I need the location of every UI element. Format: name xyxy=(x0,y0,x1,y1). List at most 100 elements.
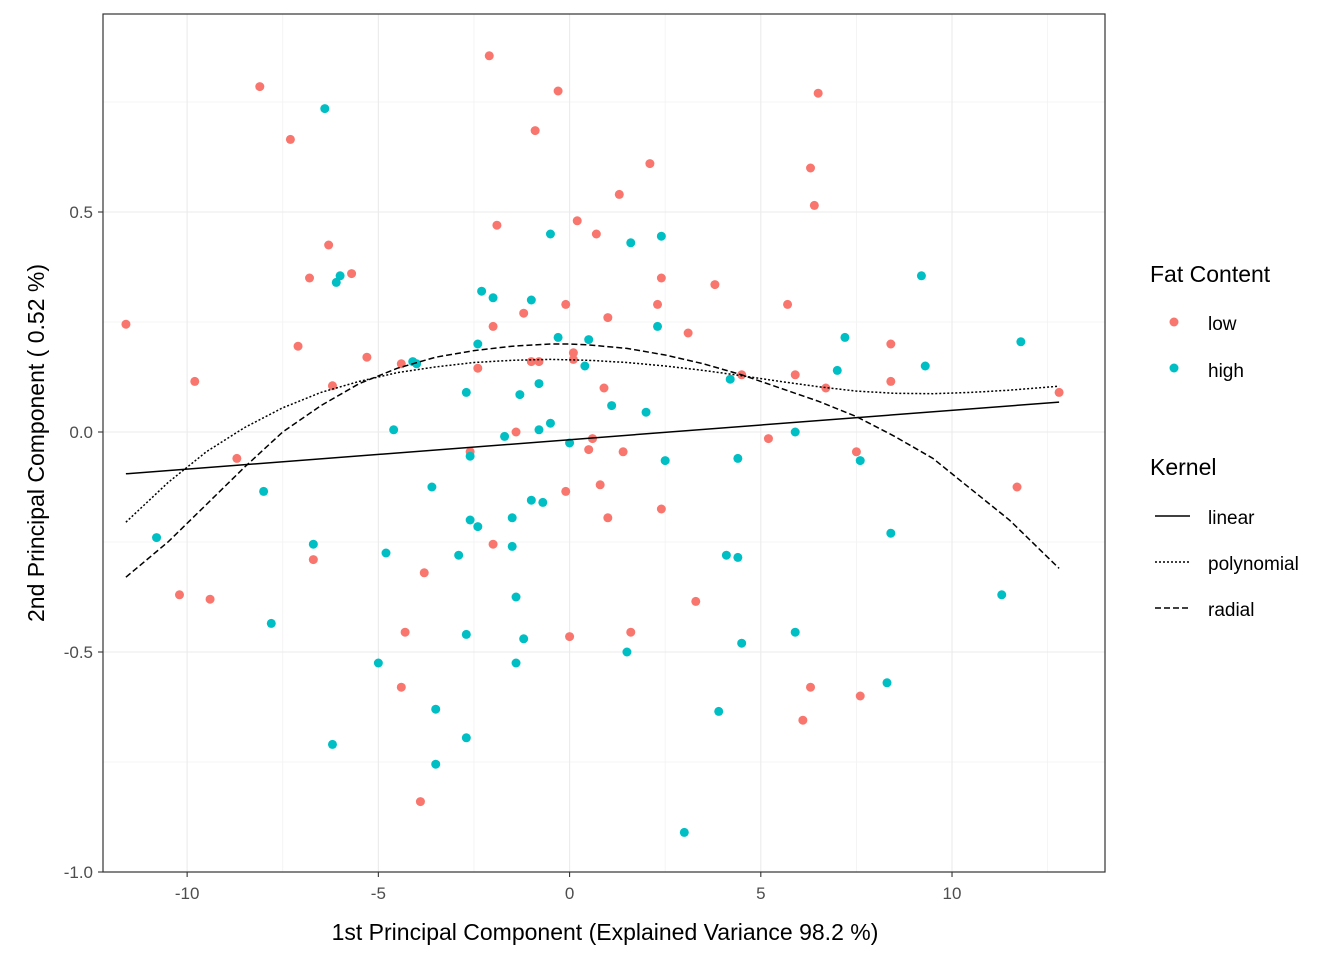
point-high xyxy=(660,456,670,466)
point-low xyxy=(821,383,831,393)
point-low xyxy=(591,229,601,239)
x-tick-label: -10 xyxy=(175,884,200,903)
point-high xyxy=(465,451,475,461)
point-low xyxy=(653,299,663,309)
point-high xyxy=(725,374,735,384)
point-high xyxy=(920,361,930,371)
point-low xyxy=(362,352,372,362)
point-high xyxy=(381,548,391,558)
point-low xyxy=(603,513,613,523)
legend-fat-content: Fat Content low high xyxy=(1150,261,1271,382)
point-high xyxy=(607,401,617,411)
data-points xyxy=(121,51,1064,837)
y-tick-label: 0.5 xyxy=(69,203,93,222)
point-low xyxy=(599,383,609,393)
y-tick-label: -0.5 xyxy=(64,643,93,662)
point-high xyxy=(373,658,383,668)
point-low xyxy=(419,568,429,578)
point-low xyxy=(519,308,529,318)
point-low xyxy=(511,427,521,437)
x-tick-label: 0 xyxy=(565,884,574,903)
point-high xyxy=(580,361,590,371)
point-high xyxy=(327,739,337,749)
point-high xyxy=(465,515,475,525)
point-low xyxy=(190,376,200,386)
point-low xyxy=(305,273,315,283)
point-high xyxy=(320,104,330,114)
point-high xyxy=(477,286,487,296)
point-high xyxy=(721,550,731,560)
legend-kernel-title: Kernel xyxy=(1150,454,1216,480)
point-high xyxy=(840,332,850,342)
point-low xyxy=(396,682,406,692)
point-high xyxy=(500,431,510,441)
point-low xyxy=(285,134,295,144)
legend-label-linear: linear xyxy=(1208,508,1255,529)
panel-border xyxy=(102,13,1106,873)
point-low xyxy=(584,445,594,455)
legend-label-low: low xyxy=(1208,314,1237,335)
point-high xyxy=(266,618,276,628)
point-low xyxy=(568,348,578,358)
point-high xyxy=(431,704,441,714)
point-high xyxy=(335,271,345,281)
point-high xyxy=(565,438,575,448)
y-axis-ticks: -1.0 -0.5 0.0 0.5 xyxy=(64,203,103,882)
point-high xyxy=(511,592,521,602)
point-low xyxy=(1054,387,1064,397)
point-low xyxy=(710,280,720,290)
point-high xyxy=(832,365,842,375)
kernel-curves xyxy=(125,343,1060,578)
point-low xyxy=(783,299,793,309)
point-high xyxy=(553,332,563,342)
point-low xyxy=(806,163,816,173)
point-high xyxy=(626,238,636,248)
point-high xyxy=(507,541,517,551)
point-high xyxy=(427,482,437,492)
point-high xyxy=(538,497,548,507)
point-low xyxy=(232,453,242,463)
point-low xyxy=(488,321,498,331)
x-tick-label: -5 xyxy=(371,884,386,903)
point-high xyxy=(641,407,651,417)
point-high xyxy=(916,271,926,281)
point-high xyxy=(1016,337,1026,347)
point-low xyxy=(400,627,410,637)
point-low xyxy=(886,376,896,386)
y-tick-label: 0.0 xyxy=(69,423,93,442)
point-high xyxy=(855,456,865,466)
point-high xyxy=(511,658,521,668)
curve-radial xyxy=(125,343,1060,578)
legend-swatch-high xyxy=(1169,363,1179,373)
point-low xyxy=(886,339,896,349)
point-high xyxy=(997,590,1007,600)
legend-label-high: high xyxy=(1208,361,1244,382)
point-low xyxy=(798,715,808,725)
grid-minor xyxy=(103,14,1105,872)
point-high xyxy=(473,522,483,532)
point-high xyxy=(733,453,743,463)
point-low xyxy=(572,216,582,226)
point-high xyxy=(389,425,399,435)
point-high xyxy=(622,647,632,657)
point-high xyxy=(507,513,517,523)
point-low xyxy=(614,189,624,199)
point-low xyxy=(293,341,303,351)
point-high xyxy=(656,231,666,241)
point-high xyxy=(152,533,162,543)
point-low xyxy=(561,299,571,309)
legend-swatch-low xyxy=(1169,317,1179,327)
point-low xyxy=(763,434,773,444)
point-high xyxy=(461,733,471,743)
point-low xyxy=(618,447,628,457)
point-low xyxy=(806,682,816,692)
point-low xyxy=(484,51,494,61)
point-low xyxy=(553,86,563,96)
point-high xyxy=(545,418,555,428)
point-high xyxy=(534,425,544,435)
point-low xyxy=(809,200,819,210)
point-high xyxy=(653,321,663,331)
grid-major xyxy=(103,14,1105,873)
